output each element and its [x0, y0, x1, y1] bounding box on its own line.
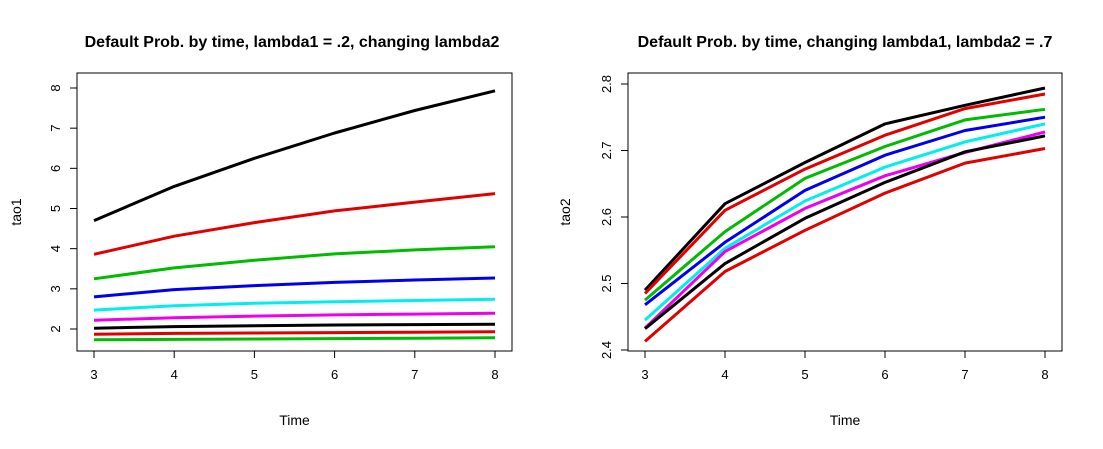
x-tick-label: 4 [171, 367, 178, 382]
series-line-8 [644, 147, 1046, 343]
series-line-3 [93, 245, 496, 281]
plot-frame [76, 72, 513, 352]
x-axis-label: Time [279, 412, 310, 428]
y-tick-label: 2.7 [599, 141, 614, 159]
chart-tao1: Default Prob. by time, lambda1 = .2, cha… [8, 34, 513, 428]
x-tick-label: 6 [881, 367, 888, 382]
series-line-9 [93, 336, 496, 342]
series-line-1 [93, 89, 496, 222]
chart-tao2: Default Prob. by time, changing lambda1,… [557, 34, 1063, 428]
x-tick-label: 5 [251, 367, 258, 382]
y-tick-label: 2 [48, 325, 63, 332]
y-tick-label: 4 [48, 245, 63, 252]
x-axis-label: Time [830, 412, 861, 428]
x-tick-label: 4 [721, 367, 728, 382]
series-line-7 [644, 134, 1046, 330]
y-tick-label: 2.4 [599, 341, 614, 359]
y-tick-label: 2.6 [599, 208, 614, 226]
x-tick-label: 8 [491, 367, 498, 382]
x-tick-label: 7 [961, 367, 968, 382]
y-tick-label: 2.5 [599, 274, 614, 292]
y-tick-label: 8 [48, 84, 63, 91]
series-line-7 [93, 322, 496, 330]
x-tick-label: 5 [801, 367, 808, 382]
series-line-5 [93, 297, 496, 312]
x-tick-label: 3 [641, 367, 648, 382]
series-line-4 [644, 115, 1046, 306]
y-tick-label: 7 [48, 125, 63, 132]
y-tick-label: 3 [48, 285, 63, 292]
series-line-3 [644, 107, 1046, 302]
y-axis-label: tao2 [557, 198, 573, 225]
series-line-2 [93, 192, 496, 256]
series-line-1 [643, 86, 1046, 292]
chart-title: Default Prob. by time, lambda1 = .2, cha… [85, 34, 500, 51]
x-tick-label: 6 [331, 367, 338, 382]
series-line-4 [93, 276, 496, 299]
x-tick-label: 7 [411, 367, 418, 382]
plot-frame [627, 72, 1063, 352]
series-line-6 [93, 311, 496, 322]
series-line-5 [643, 122, 1046, 322]
series-line-8 [93, 330, 496, 336]
y-tick-label: 6 [48, 165, 63, 172]
series-line-2 [643, 92, 1046, 295]
x-tick-label: 3 [90, 367, 97, 382]
y-axis-label: tao1 [8, 198, 24, 225]
x-tick-label: 8 [1041, 367, 1048, 382]
y-tick-label: 2.8 [599, 75, 614, 93]
chart-title: Default Prob. by time, changing lambda1,… [638, 34, 1053, 51]
y-tick-label: 5 [48, 205, 63, 212]
